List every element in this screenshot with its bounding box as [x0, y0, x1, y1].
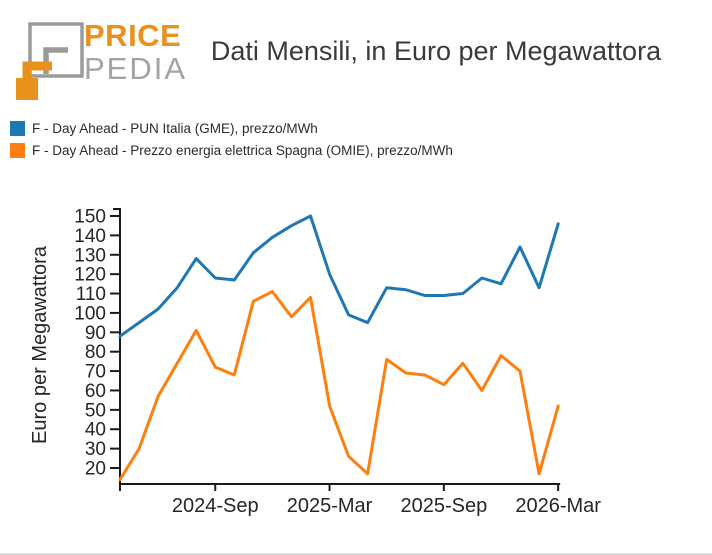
- chart-legend: F - Day Ahead - PUN Italia (GME), prezzo…: [10, 117, 453, 161]
- legend-item-pun-italia: F - Day Ahead - PUN Italia (GME), prezzo…: [10, 117, 453, 139]
- legend-item-omie-spagna: F - Day Ahead - Prezzo energia elettrica…: [10, 139, 453, 161]
- y-tick-label: 40: [85, 420, 106, 441]
- pricepedia-logo: PRICE PEDIA: [8, 6, 208, 100]
- x-tick-label: 2024-Sep: [172, 495, 259, 517]
- logo-text-pedia: PEDIA: [84, 51, 188, 86]
- y-tick-label: 130: [74, 245, 106, 266]
- bottom-divider: [0, 553, 712, 555]
- y-tick-label: 50: [85, 400, 106, 421]
- y-tick-label: 100: [74, 303, 106, 324]
- legend-swatch-blue: [10, 120, 25, 136]
- y-tick-label: 90: [85, 323, 106, 344]
- legend-label: F - Day Ahead - Prezzo energia elettrica…: [32, 142, 453, 158]
- y-tick-label: 80: [85, 342, 106, 363]
- logo-wordmark: PRICE PEDIA: [84, 20, 187, 84]
- series-line-omie-spagna: [118, 290, 560, 482]
- series-line-pun-italia: [118, 214, 560, 338]
- pricepedia-logo-icon: [16, 22, 84, 100]
- y-tick-label: 20: [85, 459, 106, 480]
- x-tick-label: 2025-Mar: [287, 495, 373, 517]
- x-tick-label: 2025-Sep: [400, 495, 487, 517]
- page-title: Dati Mensili, in Euro per Megawattora: [210, 36, 662, 66]
- legend-label: F - Day Ahead - PUN Italia (GME), prezzo…: [32, 120, 318, 136]
- y-tick-label: 150: [74, 207, 106, 228]
- legend-swatch-orange: [10, 142, 25, 158]
- y-tick-label: 140: [74, 226, 106, 247]
- y-tick-label: 70: [85, 362, 106, 383]
- y-axis-title: Euro per Megawattora: [29, 245, 51, 444]
- y-tick-label: 30: [85, 439, 106, 460]
- y-tick-label: 120: [74, 265, 106, 286]
- y-tick-label: 60: [85, 381, 106, 402]
- x-tick-label: 2026-Mar: [515, 495, 601, 517]
- logo-text-price: PRICE: [84, 18, 182, 53]
- y-tick-label: 110: [76, 284, 106, 305]
